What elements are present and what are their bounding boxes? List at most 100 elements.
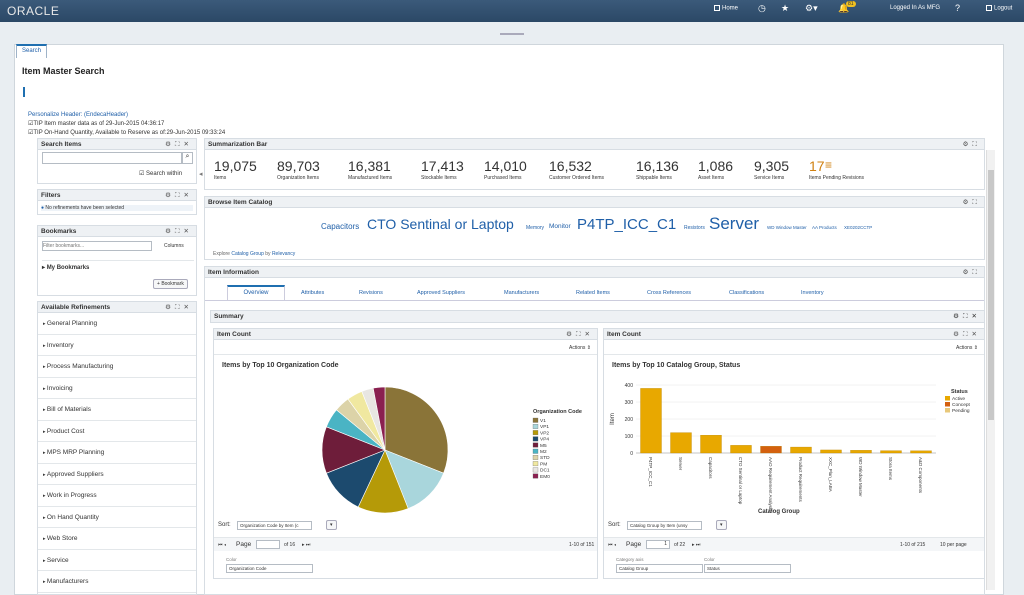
refinement-item[interactable]: ▸ MPS MRP Planning [38, 442, 196, 464]
bar-active[interactable] [670, 432, 692, 454]
catalog-group-link[interactable]: Catalog Group [231, 251, 264, 257]
refinement-item[interactable]: ▸ Process Manufacturing [38, 356, 196, 378]
panel-actions-icon[interactable]: ⚙⛶✕ [165, 192, 193, 199]
logout-link[interactable]: Logout [986, 5, 1012, 12]
page-input[interactable]: 1 [646, 540, 670, 549]
category-axis-select[interactable]: Catalog Group [616, 564, 703, 573]
bar-active[interactable] [850, 450, 872, 454]
bar-actions-menu[interactable]: Actions ⇕ [956, 345, 978, 351]
panel-actions-icon[interactable]: ⚙⛶✕ [165, 228, 193, 235]
catalog-tag[interactable]: Memory [526, 225, 545, 231]
pie-sort-select[interactable]: Organization Code by Item (c [237, 521, 312, 530]
catalog-tag[interactable]: Server [709, 214, 760, 233]
columns-menu[interactable]: Columns [164, 243, 184, 249]
stat-8[interactable]: 9,305 Service Items [754, 158, 789, 181]
panel-actions-icon[interactable]: ⚙⛶ [962, 141, 981, 148]
refinement-item[interactable]: ▸ On Hand Quantity [38, 507, 196, 528]
tab-related-items[interactable]: Related Items [576, 290, 610, 296]
bar-active[interactable] [730, 445, 752, 454]
panel-actions-icon[interactable]: ⚙⛶✕ [566, 331, 594, 338]
stat-5[interactable]: 16,532 Customer Ordered Items [549, 158, 604, 181]
bar-concept[interactable] [760, 446, 782, 454]
catalog-tag[interactable]: CTO Sentinal or Laptop [367, 216, 514, 232]
main-scrollbar[interactable] [986, 150, 995, 590]
stat-7[interactable]: 1,086 Asset Items [698, 158, 733, 181]
panel-actions-icon[interactable]: ⚙⛶ [962, 199, 981, 206]
catalog-tag[interactable]: P4TP_ICC_C1 [577, 216, 677, 233]
stat-1[interactable]: 89,703 Organization Items [277, 158, 320, 181]
catalog-tag[interactable]: Resistors [684, 225, 705, 231]
personalize-header-link[interactable]: Personalize Header: (EndecaHeader) [28, 112, 129, 118]
pager-next-icon[interactable]: ▸ ⏭ [302, 542, 311, 548]
collapse-handle[interactable] [500, 33, 524, 35]
refinement-item[interactable]: ▸ Manufacturers [38, 571, 196, 593]
pie-slice-em0[interactable] [372, 386, 386, 451]
refinement-item[interactable]: ▸ General Planning [38, 313, 196, 335]
tab-inventory[interactable]: Inventory [801, 290, 824, 296]
bar-active[interactable] [790, 446, 812, 454]
pager-per-page[interactable]: 10 per page [940, 542, 967, 548]
bar-active[interactable] [820, 449, 842, 454]
page-input[interactable] [256, 540, 280, 549]
stat-4[interactable]: 14,010 Purchased Items [484, 158, 527, 181]
catalog-tag[interactable]: XE0202CCTP [844, 225, 873, 230]
bar-sort-direction-button[interactable]: ▾ [716, 520, 727, 530]
refinement-item[interactable]: ▸ Inventory [38, 335, 196, 356]
stat-2[interactable]: 16,381 Manufactured Items [348, 158, 392, 181]
tab-manufacturers[interactable]: Manufacturers [504, 290, 540, 296]
catalog-tag[interactable]: AA Products [812, 225, 837, 230]
stat-6[interactable]: 16,136 Shippable Items [636, 158, 679, 181]
panel-actions-icon[interactable]: ⚙⛶✕ [953, 331, 981, 338]
pie-actions-menu[interactable]: Actions ⇕ [569, 345, 591, 351]
history-icon[interactable]: ◷ [758, 3, 766, 13]
panel-actions-icon[interactable]: ⚙⛶✕ [953, 313, 981, 320]
pager-first-icon[interactable]: ⏮ ◂ [608, 542, 617, 548]
tab-revisions[interactable]: Revisions [359, 290, 383, 296]
refinement-item[interactable]: ▸ Service [38, 550, 196, 571]
bar-active[interactable] [910, 450, 932, 454]
bar-active[interactable] [640, 388, 662, 454]
panel-actions-icon[interactable]: ⚙⛶ [962, 269, 981, 276]
tab-search[interactable]: Search [16, 44, 47, 58]
notifications-bell-icon[interactable]: 🔔 [838, 3, 850, 13]
refinement-item[interactable]: ▸ Work in Progress [38, 485, 196, 507]
catalog-tag[interactable]: WD Window Master [767, 225, 807, 230]
bar-active[interactable] [880, 450, 902, 454]
bar-sort-select[interactable]: Catalog Group by Item (unsy [627, 521, 702, 530]
panel-actions-icon[interactable]: ⚙⛶✕ [165, 141, 193, 148]
search-within-checkbox[interactable]: ☑ Search within [139, 171, 183, 177]
catalog-tag[interactable]: Capacitors [321, 222, 360, 231]
refinement-item[interactable]: ▸ Web Store [38, 528, 196, 550]
refinement-item[interactable]: ▸ Invoicing [38, 378, 196, 399]
relevancy-link[interactable]: Relevancy [271, 251, 296, 257]
search-icon[interactable]: ⌕ [182, 152, 193, 164]
search-input[interactable] [42, 152, 182, 164]
settings-gear-icon[interactable]: ⚙▾ [805, 3, 818, 13]
tab-cross-references[interactable]: Cross References [647, 290, 692, 296]
bar-color-select[interactable]: Status [704, 564, 791, 573]
splitter-toggle-icon[interactable]: ◂ [199, 171, 203, 178]
stat-3[interactable]: 17,413 Stockable Items [421, 158, 464, 181]
refinement-item[interactable]: ▸ Approved Suppliers [38, 464, 196, 485]
pie-sort-direction-button[interactable]: ▾ [326, 520, 337, 530]
tab-overview[interactable]: Overview [227, 285, 285, 300]
bar-active[interactable] [700, 435, 722, 454]
scrollbar-thumb[interactable] [988, 170, 994, 420]
pie-color-select[interactable]: Organization Code [226, 564, 313, 573]
refinement-item[interactable]: ▸ Bill of Materials [38, 399, 196, 421]
favorites-star-icon[interactable]: ★ [781, 3, 790, 13]
home-link[interactable]: Home [714, 5, 738, 12]
pager-first-icon[interactable]: ⏮ ◂ [218, 542, 227, 548]
my-bookmarks-node[interactable]: ▸ My Bookmarks [42, 260, 194, 271]
tab-approved-suppliers[interactable]: Approved Suppliers [417, 290, 466, 296]
tab-classifications[interactable]: Classifications [729, 290, 765, 296]
refinement-item[interactable]: ▸ Product Cost [38, 421, 196, 442]
pager-next-icon[interactable]: ▸ ⏭ [692, 542, 701, 548]
catalog-tag[interactable]: Monitor [549, 223, 571, 230]
tab-attributes[interactable]: Attributes [301, 290, 325, 296]
help-icon[interactable]: ? [955, 3, 961, 13]
stat-9[interactable]: 17 ≡ Items Pending Revisions [809, 158, 864, 181]
stat-0[interactable]: 19,075 Items [214, 158, 257, 181]
add-bookmark-button[interactable]: + Bookmark [153, 279, 188, 289]
pie-slice-v1[interactable] [384, 386, 449, 474]
